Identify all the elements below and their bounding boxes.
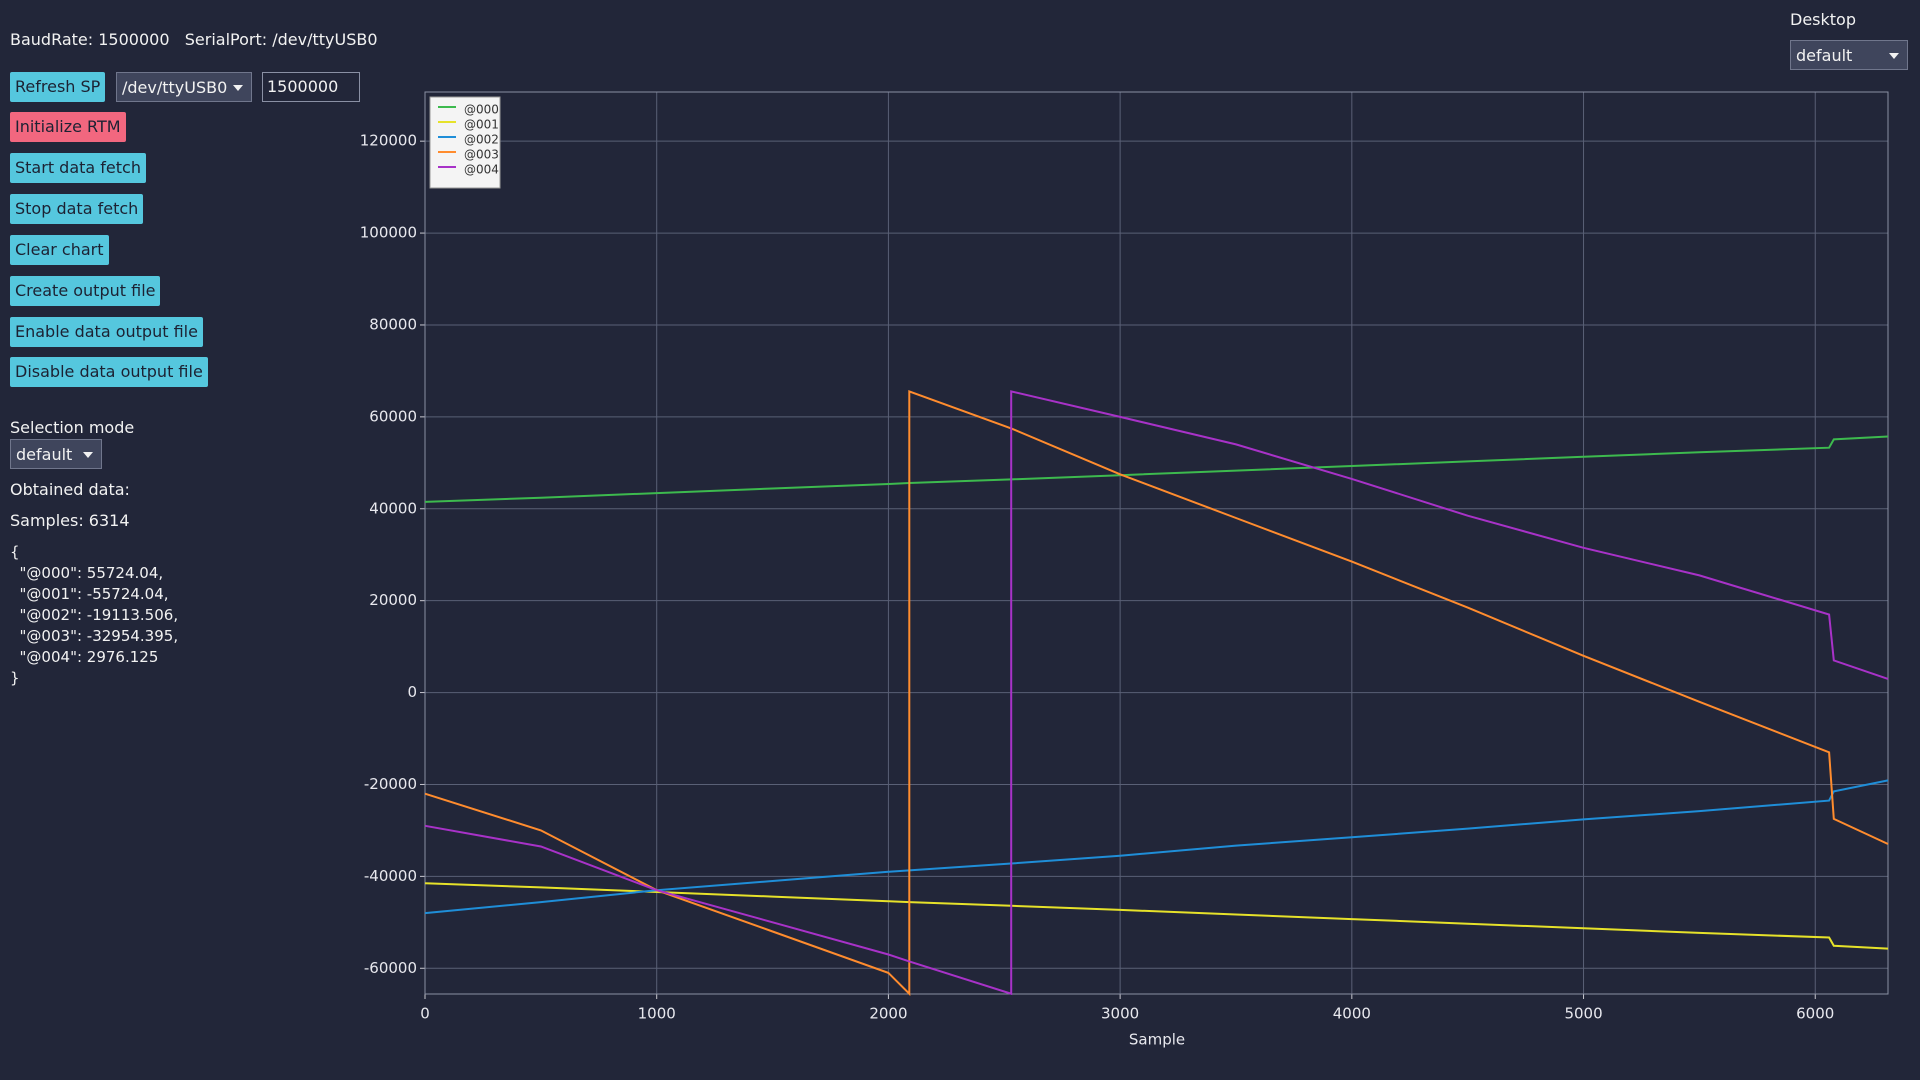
x-tick-label: 4000 bbox=[1333, 1005, 1371, 1023]
x-tick-label: 5000 bbox=[1564, 1005, 1602, 1023]
desktop-label: Desktop bbox=[1790, 10, 1856, 29]
legend-label: @004 bbox=[464, 163, 499, 177]
action-button[interactable]: Clear chart bbox=[10, 235, 109, 265]
json-line: "@001": -55724.04, bbox=[10, 585, 169, 603]
x-tick-label: 1000 bbox=[638, 1005, 676, 1023]
x-tick-label: 3000 bbox=[1101, 1005, 1139, 1023]
desktop-select[interactable]: default bbox=[1790, 40, 1908, 70]
legend-box bbox=[429, 96, 501, 189]
refresh-button[interactable]: Refresh SP bbox=[10, 72, 106, 102]
json-line: "@002": -19113.506, bbox=[10, 606, 179, 624]
series-line bbox=[424, 435, 1889, 503]
selection-label: Selection mode bbox=[10, 418, 135, 437]
y-tick-label: 120000 bbox=[360, 132, 417, 150]
series-line bbox=[424, 779, 1889, 915]
json-line: "@004": 2976.125 bbox=[10, 648, 159, 666]
legend-label: @002 bbox=[464, 133, 499, 147]
samples-count: Samples: 6314 bbox=[10, 511, 130, 530]
y-tick-label: 40000 bbox=[369, 499, 417, 517]
series-line bbox=[424, 390, 1889, 996]
initialize-button[interactable]: Initialize RTM bbox=[10, 112, 126, 142]
json-line: "@003": -32954.395, bbox=[10, 627, 179, 645]
json-line: } bbox=[10, 669, 20, 687]
x-axis-label: Sample bbox=[1129, 1031, 1185, 1049]
series-line bbox=[424, 882, 1889, 950]
x-tick-label: 2000 bbox=[869, 1005, 907, 1023]
status-bar: BaudRate: 1500000 SerialPort: /dev/ttyUS… bbox=[10, 30, 378, 49]
action-button[interactable]: Start data fetch bbox=[10, 153, 146, 183]
action-button[interactable]: Enable data output file bbox=[10, 317, 203, 347]
y-tick-label: 100000 bbox=[360, 224, 417, 242]
json-line: { bbox=[10, 543, 20, 561]
y-tick-label: 0 bbox=[407, 683, 417, 701]
port-select[interactable]: /dev/ttyUSB0 bbox=[116, 72, 252, 102]
selection-select[interactable]: default bbox=[10, 439, 102, 469]
series-line bbox=[424, 389, 1889, 997]
legend-label: @000 bbox=[464, 103, 499, 117]
x-tick-label: 0 bbox=[420, 1005, 430, 1023]
action-button[interactable]: Create output file bbox=[10, 276, 161, 306]
action-button[interactable]: Stop data fetch bbox=[10, 194, 144, 224]
action-button[interactable]: Disable data output file bbox=[10, 357, 208, 387]
y-tick-label: 60000 bbox=[369, 407, 417, 425]
y-tick-label: -20000 bbox=[364, 775, 417, 793]
baud-input[interactable]: 1500000 bbox=[262, 72, 360, 102]
y-tick-label: -40000 bbox=[364, 867, 417, 885]
obtained-label: Obtained data: bbox=[10, 480, 130, 499]
json-output: { "@000": 55724.04, "@001": -55724.04, "… bbox=[10, 542, 178, 689]
y-tick-label: 20000 bbox=[369, 591, 417, 609]
serial-port: SerialPort: /dev/ttyUSB0 bbox=[184, 30, 378, 49]
legend-label: @001 bbox=[464, 118, 499, 132]
json-line: "@000": 55724.04, bbox=[10, 564, 164, 582]
legend-label: @003 bbox=[464, 148, 499, 162]
y-tick-label: -60000 bbox=[364, 959, 417, 977]
x-tick-label: 6000 bbox=[1796, 1005, 1834, 1023]
plot-frame bbox=[424, 91, 1889, 995]
y-tick-label: 80000 bbox=[369, 315, 417, 333]
baud-rate: BaudRate: 1500000 bbox=[10, 30, 170, 49]
